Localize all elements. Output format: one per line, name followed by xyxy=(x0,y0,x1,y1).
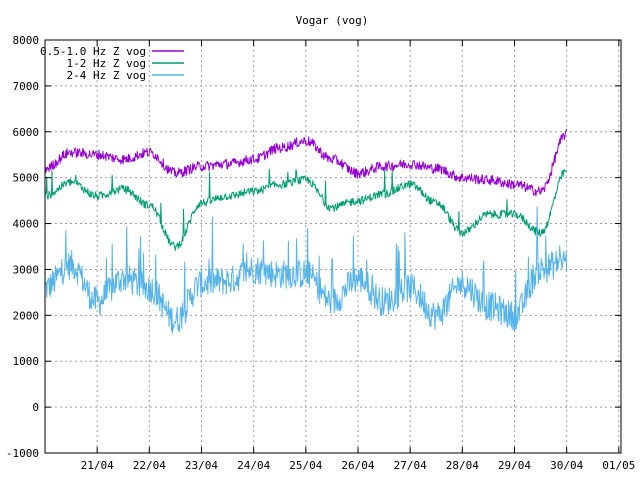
grid xyxy=(45,39,621,454)
y-tick-label: 0 xyxy=(32,401,39,414)
y-tick-label: 4000 xyxy=(13,218,40,231)
y-tick-label: -1000 xyxy=(6,447,39,460)
x-tick-label: 01/05 xyxy=(602,459,635,472)
series-layer xyxy=(44,128,568,334)
x-tick-label: 29/04 xyxy=(498,459,531,472)
x-tick-label: 28/04 xyxy=(446,459,479,472)
y-tick-label: 3000 xyxy=(13,263,40,276)
x-tick-label: 27/04 xyxy=(394,459,427,472)
x-tick-label: 25/04 xyxy=(289,459,322,472)
series-line-2 xyxy=(44,168,568,251)
y-axis: -1000 0 1000 2000 3000 4000 5000 6000 7000 8000 xyxy=(6,34,621,460)
x-tick-label: 21/04 xyxy=(81,459,114,472)
legend-label: 0.5-1.0 Hz Z vog xyxy=(40,45,146,58)
x-axis: 21/04 22/04 23/04 24/04 25/04 26/04 27/04 28/04… xyxy=(81,40,635,472)
series-line-3 xyxy=(44,206,568,334)
y-tick-label: 2000 xyxy=(13,309,40,322)
y-tick-label: 1000 xyxy=(13,355,40,368)
y-tick-label: 5000 xyxy=(13,172,40,185)
chart-title: Vogar (vog) xyxy=(296,14,369,27)
x-tick-label: 24/04 xyxy=(237,459,270,472)
legend-label: 2-4 Hz Z vog xyxy=(67,69,146,82)
x-tick-label: 26/04 xyxy=(341,459,374,472)
series-line-1 xyxy=(44,128,568,197)
legend-label: 1-2 Hz Z vog xyxy=(67,57,146,70)
x-tick-label: 30/04 xyxy=(550,459,583,472)
x-tick-label: 22/04 xyxy=(133,459,166,472)
y-tick-label: 6000 xyxy=(13,126,40,139)
y-tick-label: 7000 xyxy=(13,80,40,93)
x-tick-label: 23/04 xyxy=(185,459,218,472)
plot-frame xyxy=(44,39,622,454)
y-tick-label: 8000 xyxy=(13,34,40,47)
